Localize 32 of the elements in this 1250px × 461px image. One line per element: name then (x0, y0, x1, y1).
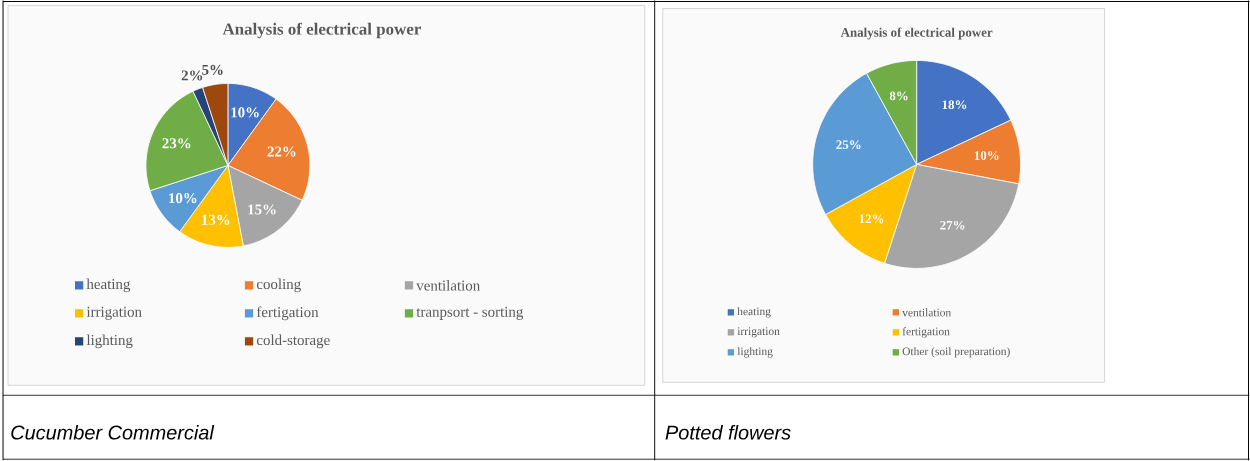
data-label: 15% (248, 204, 276, 215)
data-label: 10% (231, 107, 259, 118)
legend-label: cold-storage (256, 334, 330, 349)
data-label: 23% (162, 138, 191, 149)
legend-label: cooling (256, 278, 301, 293)
data-label: 10% (169, 193, 197, 204)
data-label: 27% (940, 220, 965, 230)
data-label: 5% (202, 64, 223, 76)
text: Potted flowers (665, 425, 791, 440)
legend-label: Other (soil preparation) (902, 347, 1010, 358)
legend-label: lighting (737, 347, 773, 358)
data-label: 8% (889, 91, 908, 101)
data-label: 25% (836, 140, 861, 150)
text: Cucumber Commercial (11, 425, 215, 440)
legend-label: irrigation (737, 327, 780, 338)
legend-label: tranpsort - sorting (416, 306, 524, 320)
data-label: 10% (974, 151, 999, 161)
legend-label: fertigation (902, 327, 950, 338)
data-label: 2% (181, 70, 203, 81)
data-label: 13% (202, 214, 230, 225)
data-label: 18% (942, 100, 967, 110)
legend-label: heating (737, 307, 771, 318)
legend-label: lighting (86, 334, 133, 349)
data-label: 22% (267, 146, 296, 157)
chart-title: Analysis of electrical power (840, 27, 993, 40)
legend-label: fertigation (256, 306, 319, 321)
legend-label: irrigation (86, 306, 142, 320)
chart-title: Analysis of electrical power (222, 22, 421, 39)
legend-label: ventilation (416, 280, 480, 291)
legend-label: heating (86, 278, 131, 293)
legend-label: ventilation (902, 308, 951, 317)
data-label: 12% (859, 214, 884, 224)
